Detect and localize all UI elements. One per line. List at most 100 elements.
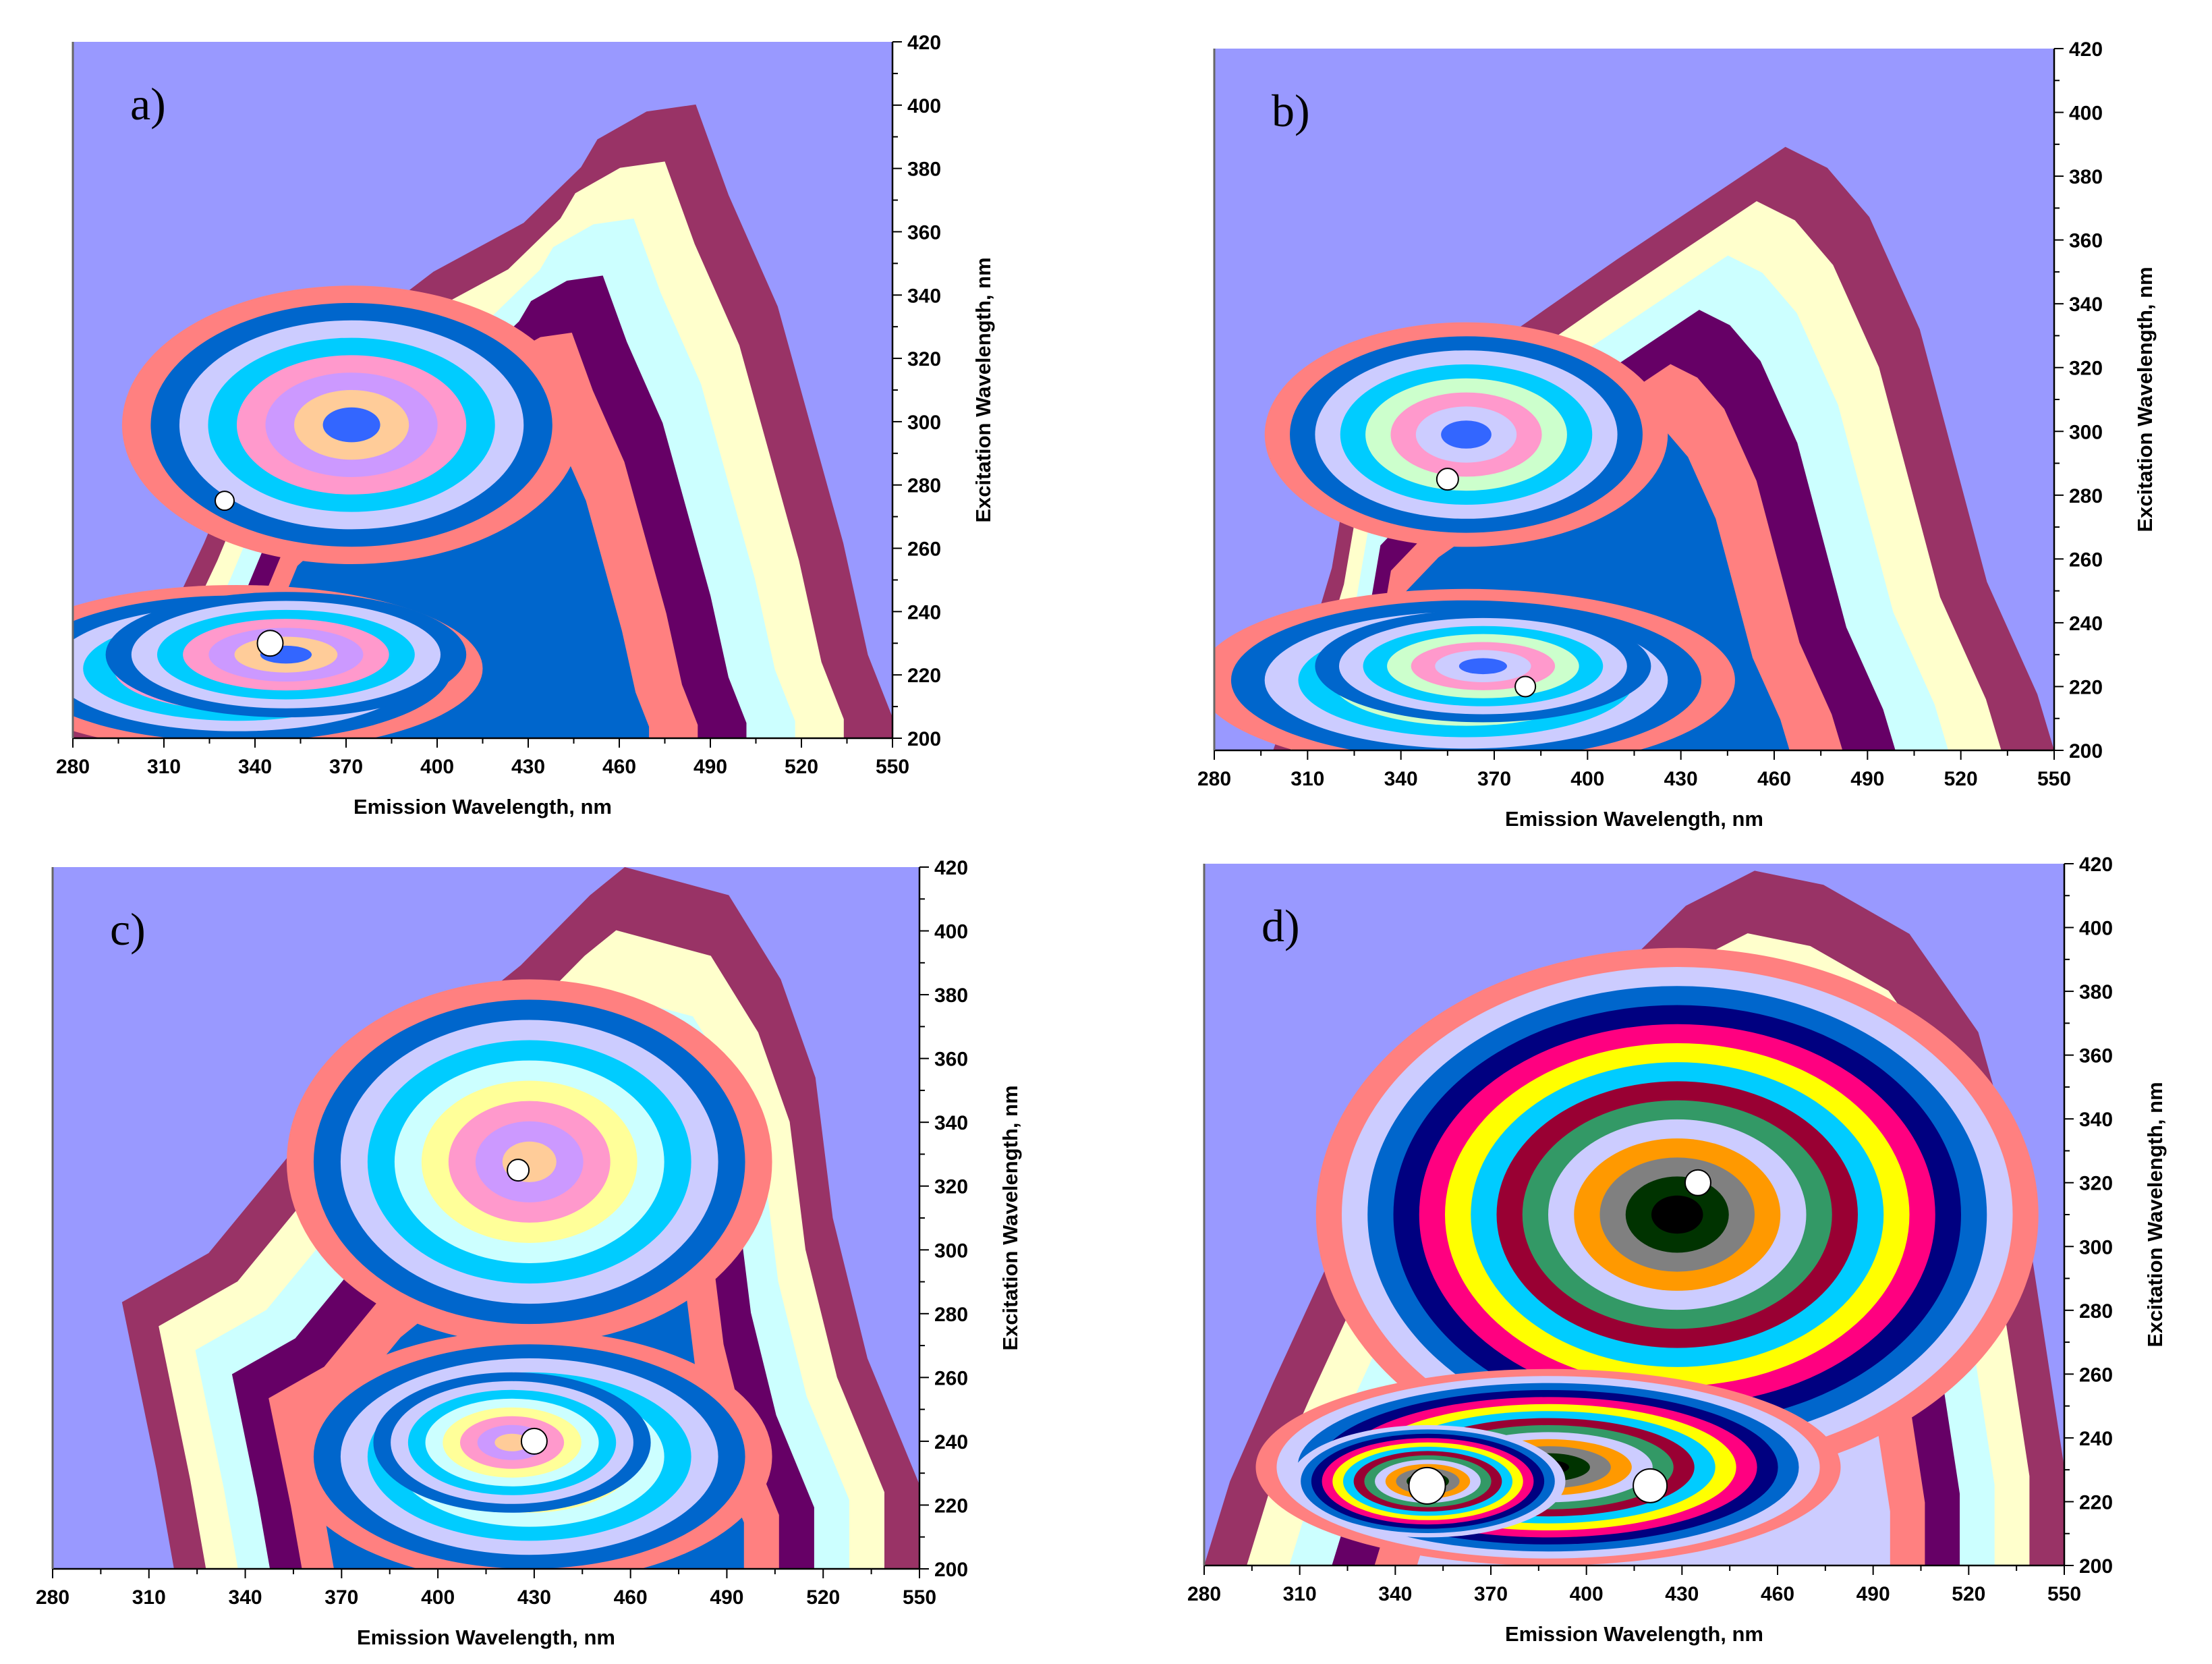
y-tick-label: 320 [934,1176,968,1198]
y-tick-label: 380 [934,984,968,1007]
x-tick-label: 310 [1291,768,1324,790]
peak-marker-1 [1436,468,1459,491]
x-tick-label: 340 [229,1586,262,1609]
x-tick-label: 430 [517,1586,551,1609]
y-tick-label: 420 [934,857,968,879]
y-tick-label: 420 [2069,38,2103,61]
y-tick-label: 340 [2079,1109,2113,1131]
x-tick-label: 460 [602,756,636,778]
y-tick-label: 420 [2079,854,2113,876]
peak-marker-2 [1514,675,1537,698]
y-tick-label: 260 [2079,1364,2113,1386]
x-tick-label: 460 [1761,1583,1794,1605]
x-tick-label: 520 [1944,768,1978,790]
y-tick-label: 360 [2069,230,2103,252]
y-tick-label: 300 [934,1240,968,1262]
x-tick-label: 490 [1856,1583,1890,1605]
x-tick-label: 340 [1378,1583,1412,1605]
x-tick-label: 460 [1757,768,1791,790]
y-tick-label: 240 [907,601,941,623]
x-tick-label: 400 [421,1586,455,1609]
x-tick-label: 370 [329,756,363,778]
peak-ring [494,1433,530,1451]
y-tick-label: 300 [907,412,941,434]
x-axis-title: Emission Wavelength, nm [353,795,612,819]
y-tick-label: 280 [934,1304,968,1326]
x-tick-label: 430 [1665,1583,1699,1605]
y-tick-label: 360 [2079,1045,2113,1067]
y-tick-label: 400 [907,95,941,117]
y-tick-label: 220 [934,1495,968,1517]
y-tick-label: 220 [907,665,941,687]
contour-area [121,867,919,1569]
x-tick-label: 520 [1952,1583,1985,1605]
x-tick-label: 310 [132,1586,166,1609]
x-tick-label: 370 [1477,768,1511,790]
x-tick-label: 310 [147,756,181,778]
y-tick-label: 200 [907,728,941,750]
y-tick-label: 300 [2079,1236,2113,1258]
y-tick-label: 280 [2079,1300,2113,1323]
y-tick-label: 320 [907,348,941,370]
eem-panel-d: 280 310 340 370 400 430 460 490 520 550 200 220 240 2… [1187,854,2167,1646]
y-tick-label: 340 [934,1112,968,1134]
y-tick-label: 400 [2079,918,2113,940]
eem-panel-b: 280 310 340 370 400 430 460 490 520 550 200 220 240 2… [1197,38,2157,831]
y-tick-label: 360 [934,1049,968,1071]
y-tick-label: 220 [2079,1491,2113,1514]
panel-label: d) [1261,900,1300,951]
x-tick-label: 280 [1197,768,1231,790]
x-tick-label: 520 [785,756,818,778]
y-tick-label: 260 [907,538,941,561]
eem-panel-a: 280 310 340 370 400 430 460 490 520 550 200 220 240 2… [56,32,995,819]
x-tick-label: 550 [2037,768,2071,790]
x-tick-label: 370 [1474,1583,1508,1605]
x-tick-label: 340 [1384,768,1418,790]
peak-marker-2 [215,491,235,511]
peak-ring [1651,1195,1703,1234]
panel-label: c) [110,904,146,955]
y-axis-title: Excitation Wavelength, nm [2143,1082,2167,1347]
y-tick-label: 280 [2069,485,2103,507]
y-tick-label: 260 [2069,549,2103,571]
y-tick-label: 240 [2069,613,2103,635]
x-tick-label: 400 [1570,768,1604,790]
x-axis-title: Emission Wavelength, nm [1505,1622,1763,1646]
y-tick-label: 400 [934,921,968,943]
peak-ring [1458,658,1507,675]
x-tick-label: 370 [324,1586,358,1609]
x-tick-label: 490 [1850,768,1884,790]
peak-marker-2 [520,1427,548,1455]
y-axis-title: Excitation Wavelength, nm [998,1085,1022,1350]
peak-ring [322,407,380,443]
x-tick-label: 280 [56,756,90,778]
x-tick-label: 550 [2047,1583,2081,1605]
y-tick-label: 420 [907,32,941,54]
y-tick-label: 340 [2069,294,2103,316]
y-tick-label: 300 [2069,421,2103,443]
y-tick-label: 380 [2069,166,2103,188]
x-tick-label: 430 [511,756,545,778]
x-tick-label: 460 [614,1586,648,1609]
contour-area [1204,870,2064,1565]
eem-panel-c: 280 310 340 370 400 430 460 490 520 550 200 220 240 2… [36,857,1022,1649]
y-tick-label: 220 [2069,676,2103,698]
y-tick-label: 320 [2069,358,2103,380]
y-tick-label: 200 [934,1559,968,1581]
x-tick-label: 490 [693,756,727,778]
contour-area [73,104,892,738]
x-tick-label: 490 [710,1586,743,1609]
peak-ring [1441,420,1492,449]
y-tick-label: 400 [2069,103,2103,125]
x-tick-label: 280 [1187,1583,1221,1605]
y-tick-label: 240 [2079,1428,2113,1450]
y-tick-label: 280 [907,475,941,497]
contour-area [1214,146,2054,750]
peak-marker-2 [1684,1169,1711,1196]
x-axis-title: Emission Wavelength, nm [357,1626,615,1649]
y-tick-label: 360 [907,221,941,244]
y-tick-label: 240 [934,1431,968,1453]
x-tick-label: 550 [903,1586,936,1609]
y-tick-label: 320 [2079,1173,2113,1195]
